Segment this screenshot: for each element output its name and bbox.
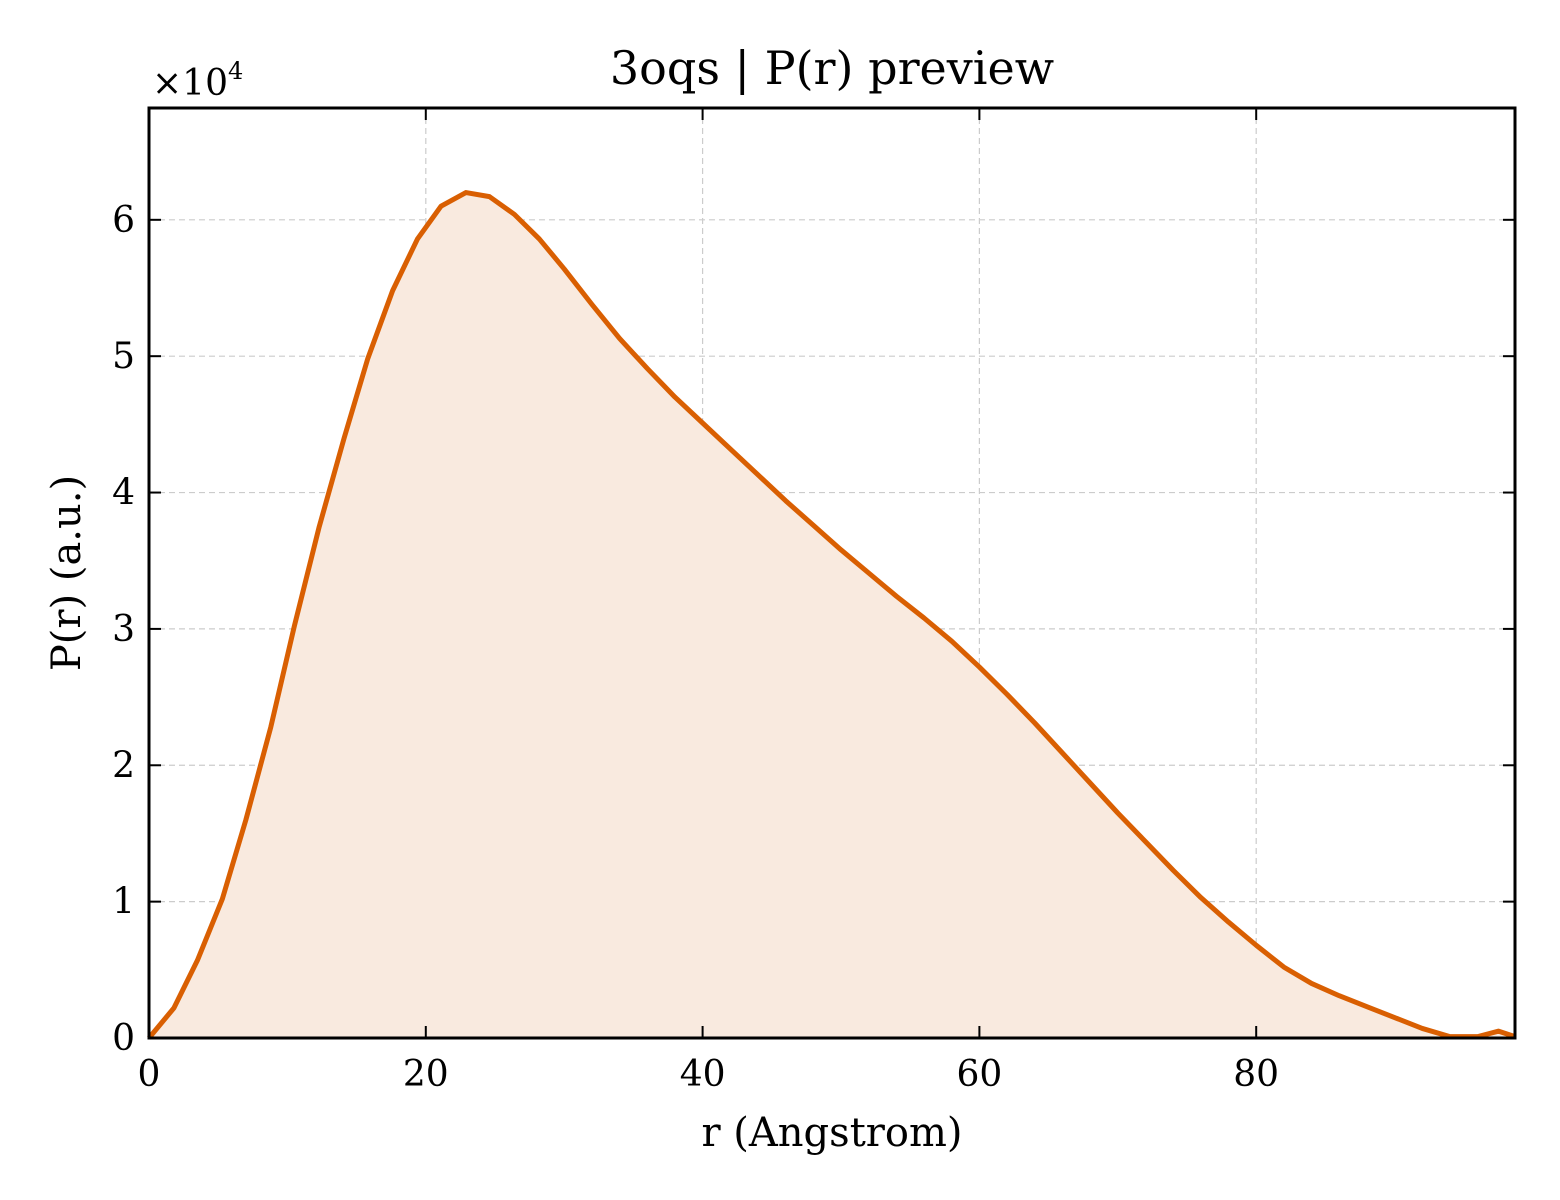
y-tick-label: 0 [112,1018,135,1059]
x-axis-ticks: 0 20 40 60 80 [138,108,1279,1095]
y-axis-label: P(r) (a.u.) [44,475,90,671]
y-tick-label: 2 [112,745,135,786]
x-tick-label: 80 [1233,1054,1279,1095]
plot-frame [147,106,1517,1040]
y-axis-multiplier-base: ×10 [152,63,228,104]
pr-area-fill [149,192,1515,1039]
x-tick-label: 20 [403,1054,449,1095]
y-tick-label: 6 [112,200,135,241]
chart-title: 3oqs | P(r) preview [610,41,1054,95]
x-tick-label: 40 [680,1054,726,1095]
y-axis-multiplier: ×104 [152,57,243,104]
pr-series-line [147,190,1516,1040]
x-tick-label: 60 [956,1054,1002,1095]
y-tick-label: 3 [112,609,135,650]
y-tick-label: 4 [112,473,135,514]
y-tick-label: 1 [112,882,135,923]
y-tick-label: 5 [112,336,135,377]
x-tick-label: 0 [138,1054,161,1095]
y-axis-multiplier-exponent: 4 [228,57,243,85]
y-axis-ticks: 0 1 2 3 4 5 6 [112,200,1515,1059]
x-axis-label: r (Angstrom) [701,1110,962,1156]
